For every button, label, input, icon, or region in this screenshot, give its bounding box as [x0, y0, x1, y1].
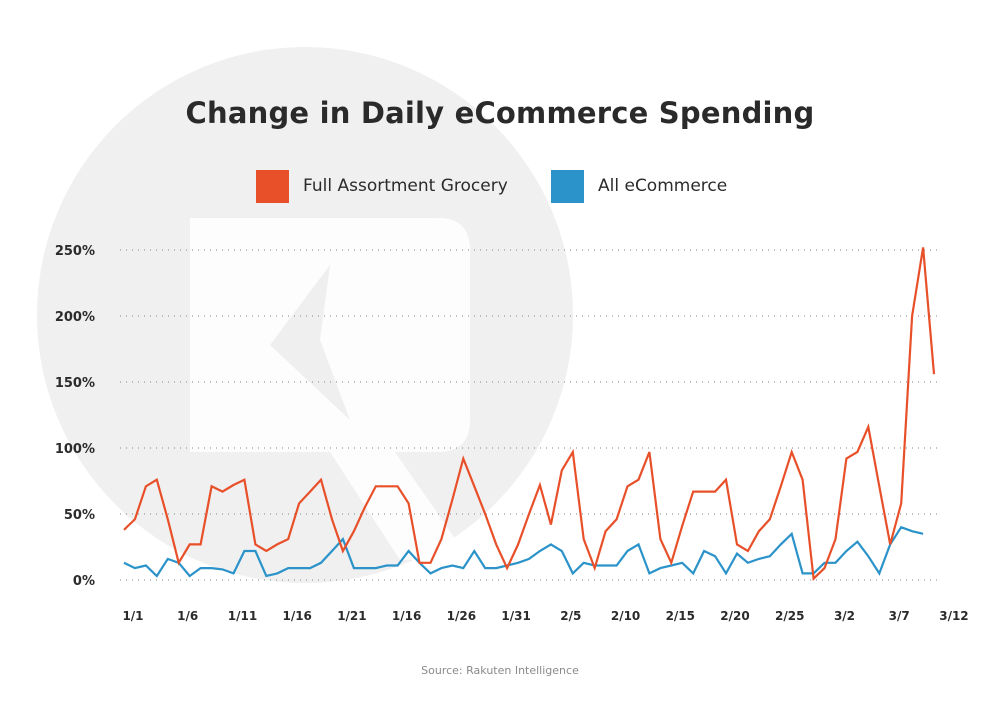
- series-line-grocery: [123, 247, 936, 582]
- y-axis-ticks: 0% 50% 100% 150% 200% 250%: [55, 244, 95, 589]
- x-tick-label: 2/5: [560, 609, 581, 623]
- x-tick-label: 1/31: [501, 609, 530, 623]
- gridlines: [120, 249, 940, 581]
- series-lines: [123, 247, 936, 582]
- y-tick-label: 150%: [55, 376, 95, 391]
- legend-label-all-ecommerce: All eCommerce: [598, 176, 728, 196]
- y-tick-label: 50%: [64, 508, 95, 523]
- y-tick-label: 250%: [55, 244, 95, 259]
- x-tick-label: 1/16: [392, 609, 421, 623]
- legend-swatch-grocery: [256, 169, 289, 203]
- y-tick-label: 0%: [73, 574, 95, 589]
- x-tick-label: 1/11: [228, 609, 257, 623]
- x-tick-label: 3/7: [889, 609, 910, 623]
- legend-item-all-ecommerce: All eCommerce: [551, 168, 727, 204]
- x-tick-label: 1/6: [177, 609, 198, 623]
- x-tick-label: 2/20: [720, 609, 749, 623]
- legend-label-grocery: Full Assortment Grocery: [303, 176, 508, 196]
- x-tick-label: 2/10: [611, 609, 640, 623]
- series-line-all-ecommerce: [123, 525, 924, 578]
- x-tick-label: 1/16: [282, 609, 311, 623]
- x-tick-label: 2/15: [666, 609, 695, 623]
- legend-swatch-all-ecommerce: [551, 169, 584, 203]
- x-tick-label: 1/26: [447, 609, 476, 623]
- x-tick-label: 1/21: [337, 609, 366, 623]
- legend-item-grocery: Full Assortment Grocery: [256, 168, 508, 204]
- y-tick-label: 200%: [55, 310, 95, 325]
- y-tick-label: 100%: [55, 442, 95, 457]
- x-tick-label: 2/25: [775, 609, 804, 623]
- x-tick-label: 3/12: [939, 609, 968, 623]
- chart-title: Change in Daily eCommerce Spending: [185, 96, 815, 130]
- x-axis-ticks: 1/1 1/6 1/11 1/16 1/21 1/16 1/26 1/31 2/5 2/10 2/1…: [122, 609, 968, 623]
- x-tick-label: 3/2: [834, 609, 855, 623]
- x-tick-label: 1/1: [122, 609, 143, 623]
- source-note: Source: Rakuten Intelligence: [421, 664, 579, 677]
- legend: Full Assortment Grocery All eCommerce: [0, 168, 1000, 204]
